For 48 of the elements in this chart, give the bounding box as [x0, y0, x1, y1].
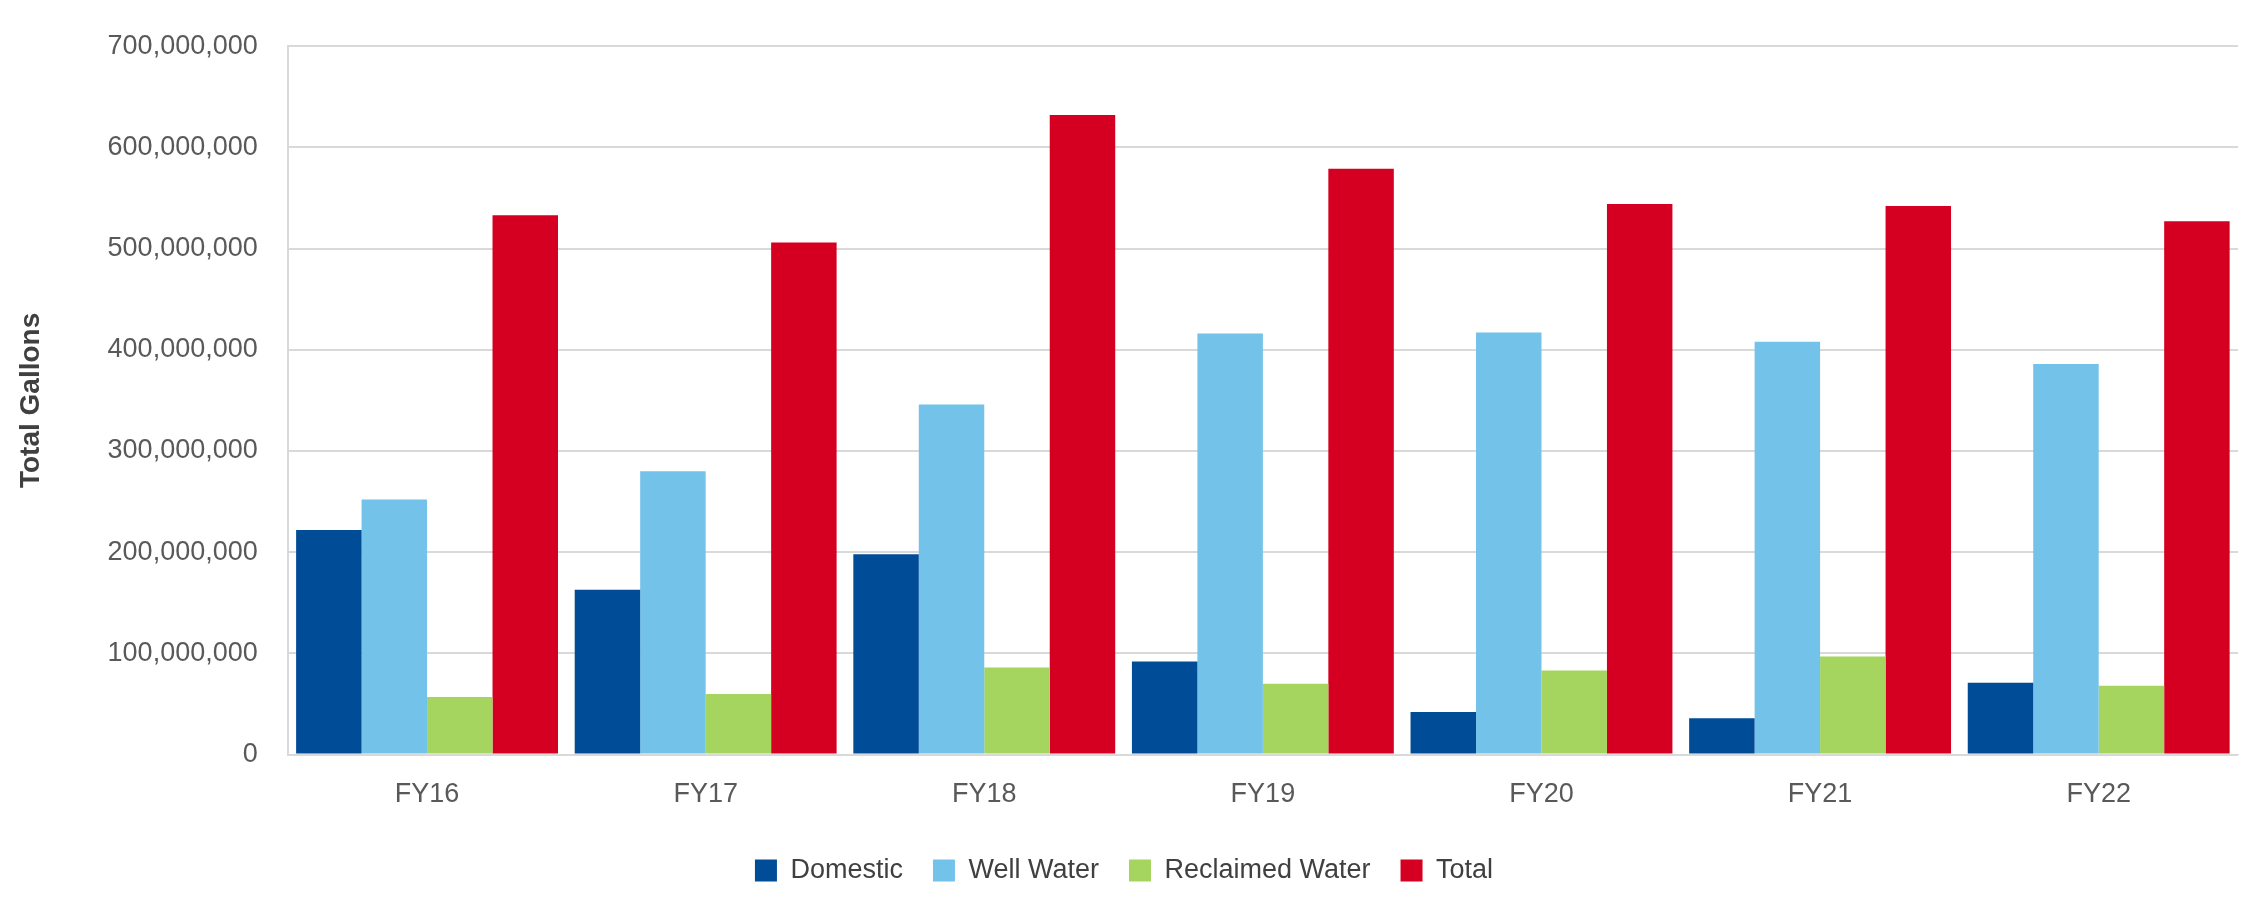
bar	[1820, 656, 1886, 754]
y-tick-label: 700,000,000	[107, 29, 258, 60]
legend-label: Domestic	[790, 853, 903, 884]
bar	[1328, 168, 1394, 754]
bar	[2033, 363, 2099, 754]
bar	[574, 589, 641, 754]
legend-label: Well Water	[968, 853, 1099, 884]
y-tick-label: 100,000,000	[107, 636, 258, 667]
x-tick-label: FY17	[673, 778, 738, 809]
bar	[296, 529, 362, 754]
bar	[2098, 685, 2165, 754]
bar	[853, 554, 919, 754]
bar	[492, 215, 558, 754]
bar	[1606, 204, 1673, 754]
y-tick-label: 500,000,000	[107, 232, 258, 263]
bar	[2164, 221, 2230, 754]
bar	[1049, 115, 1116, 754]
bar	[1885, 206, 1952, 754]
x-tick-label: FY21	[1787, 778, 1853, 809]
y-tick-label: 200,000,000	[107, 535, 258, 566]
bar	[1131, 661, 1198, 754]
bar	[918, 404, 985, 754]
bar	[427, 696, 493, 754]
legend-label: Reclaimed Water	[1164, 853, 1371, 884]
x-tick-label: FY16	[394, 778, 460, 809]
bar	[1754, 341, 1821, 754]
y-tick-label: 300,000,000	[107, 434, 258, 465]
x-tick-label: FY18	[951, 778, 1017, 809]
bar	[1689, 718, 1755, 754]
bar	[771, 242, 837, 754]
bar	[1410, 712, 1477, 754]
y-tick-label: 400,000,000	[107, 333, 258, 364]
bar	[1476, 332, 1542, 754]
bar	[1197, 333, 1263, 754]
bar	[705, 693, 772, 754]
x-tick-label: FY19	[1230, 778, 1296, 809]
y-tick-label: 600,000,000	[107, 130, 258, 161]
bar	[640, 471, 706, 754]
bar	[1967, 682, 2034, 754]
bar	[984, 667, 1050, 754]
bar	[1262, 683, 1329, 754]
bar	[361, 499, 428, 754]
x-tick-label: FY20	[1509, 778, 1574, 809]
legend-label: Total	[1436, 853, 1494, 884]
y-axis-title: Total Gallons	[13, 312, 45, 489]
x-tick-label: FY22	[2066, 778, 2131, 809]
y-tick-label: 0	[242, 738, 258, 769]
bar	[1541, 670, 1607, 754]
